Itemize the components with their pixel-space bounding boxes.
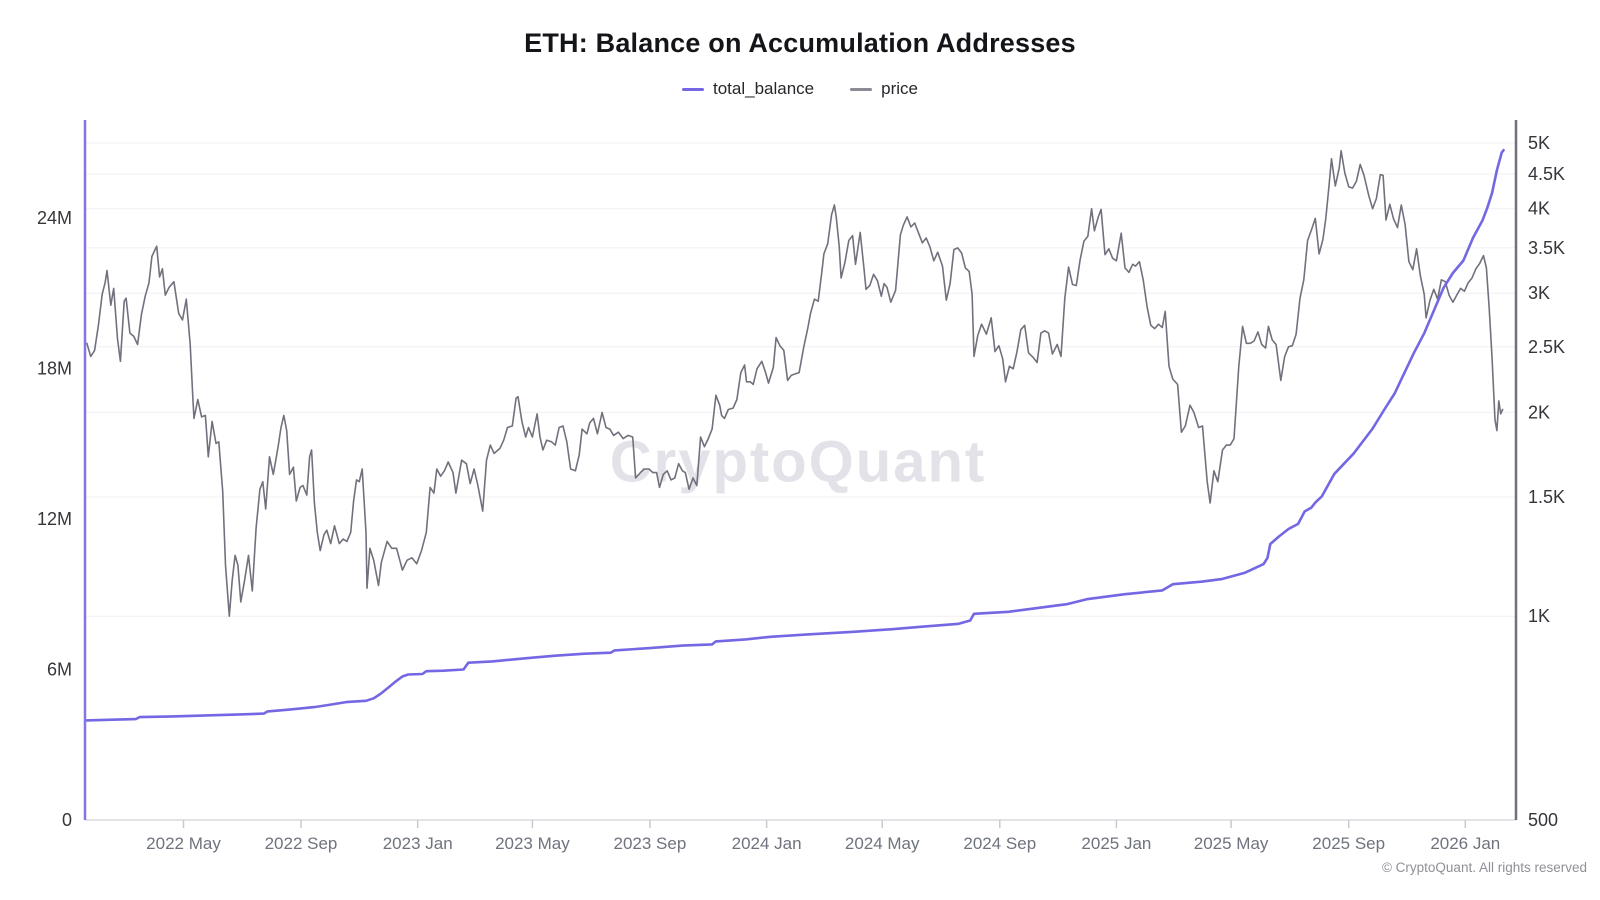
x-tick-label: 2022 May xyxy=(146,834,221,853)
legend-item-price[interactable]: price xyxy=(850,79,918,99)
legend-label-price: price xyxy=(881,79,918,98)
series-line-price xyxy=(86,150,1504,618)
right-y-tick-label: 3K xyxy=(1528,283,1550,303)
right-y-tick-label: 500 xyxy=(1528,810,1558,830)
x-tick-label: 2024 May xyxy=(845,834,920,853)
left-y-tick-label: 18M xyxy=(37,358,72,378)
right-y-tick-label: 4.5K xyxy=(1528,164,1565,184)
right-y-tick-label: 1K xyxy=(1528,606,1550,626)
right-y-tick-label: 2K xyxy=(1528,402,1550,422)
left-y-tick-label: 6M xyxy=(47,660,72,680)
legend: total_balance price xyxy=(0,79,1600,99)
price-line-swatch-icon xyxy=(850,87,873,91)
x-tick-label: 2023 Jan xyxy=(383,834,453,853)
right-y-tick-label: 4K xyxy=(1528,199,1550,219)
x-tick-label: 2023 Sep xyxy=(614,834,687,853)
x-tick-label: 2025 Sep xyxy=(1312,834,1385,853)
x-tick-label: 2024 Sep xyxy=(963,834,1036,853)
x-tick-label: 2024 Jan xyxy=(732,834,802,853)
copyright-notice: © CryptoQuant. All rights reserved xyxy=(1381,860,1587,875)
x-tick-label: 2023 May xyxy=(495,834,570,853)
page-title: ETH: Balance on Accumulation Addresses xyxy=(524,28,1076,58)
total-balance-line-swatch-icon xyxy=(682,87,704,91)
x-tick-label: 2025 May xyxy=(1194,834,1269,853)
left-y-tick-label: 12M xyxy=(37,509,72,529)
right-y-tick-label: 2.5K xyxy=(1528,337,1565,357)
legend-item-total-balance[interactable]: total_balance xyxy=(682,79,814,99)
right-y-tick-label: 3.5K xyxy=(1528,238,1565,258)
x-tick-label: 2025 Jan xyxy=(1081,834,1151,853)
right-y-tick-label: 5K xyxy=(1528,133,1550,153)
left-y-tick-label: 24M xyxy=(37,208,72,228)
x-tick-label: 2022 Sep xyxy=(265,834,338,853)
series-line-total_balance xyxy=(84,148,1505,722)
right-y-tick-label: 1.5K xyxy=(1528,487,1565,507)
x-tick-label: 2026 Jan xyxy=(1430,834,1500,853)
legend-label-total-balance: total_balance xyxy=(713,79,815,98)
left-y-tick-label: 0 xyxy=(62,810,72,830)
